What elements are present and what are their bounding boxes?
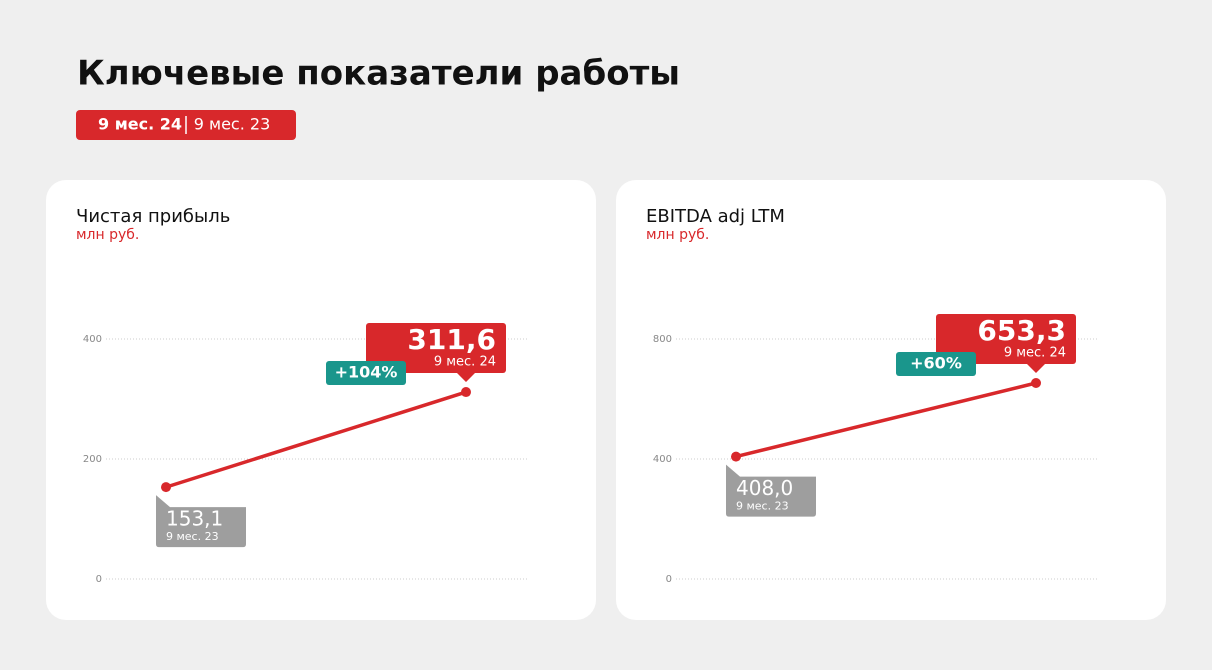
- data-point: [461, 387, 471, 398]
- value-label: 653,3: [977, 314, 1066, 347]
- card: [46, 180, 596, 620]
- chart-title: EBITDA adj LTM: [646, 206, 785, 227]
- change-label: +104%: [335, 363, 398, 382]
- category-label: 9 мес. 23: [736, 500, 789, 513]
- change-label: +60%: [910, 354, 962, 373]
- label-box: [156, 495, 246, 548]
- y-tick-label: 800: [653, 334, 672, 345]
- change-badge: [896, 352, 976, 377]
- value-label: 153,1: [166, 507, 223, 531]
- page-title: Ключевые показатели работы: [77, 54, 680, 94]
- category-label: 9 мес. 24: [1004, 346, 1066, 361]
- data-line: [165, 390, 467, 489]
- data-point: [731, 451, 741, 462]
- y-tick-label: 0: [666, 574, 672, 585]
- card: [616, 180, 1166, 620]
- chart-subtitle: млн руб.: [646, 227, 709, 243]
- y-tick-label: 200: [83, 454, 102, 465]
- label-pointer: [1026, 363, 1046, 374]
- toggle-option[interactable]: 9 мес. 23: [194, 115, 271, 134]
- data-line: [735, 381, 1037, 459]
- category-label: 9 мес. 23: [166, 530, 219, 543]
- toggle-option[interactable]: 9 мес. 24: [98, 115, 182, 134]
- label-box: [726, 464, 816, 517]
- chart-title: Чистая прибыль: [76, 206, 230, 227]
- label-box: [936, 314, 1076, 365]
- data-point: [1031, 378, 1041, 389]
- y-tick-label: 0: [96, 574, 102, 585]
- change-badge: [326, 361, 406, 386]
- value-label: 311,6: [407, 323, 496, 356]
- label-box: [366, 323, 506, 374]
- data-point: [161, 482, 171, 493]
- chart-subtitle: млн руб.: [76, 227, 139, 243]
- label-pointer: [456, 372, 476, 383]
- y-tick-label: 400: [83, 334, 102, 345]
- y-tick-label: 400: [653, 454, 672, 465]
- value-label: 408,0: [736, 476, 793, 500]
- category-label: 9 мес. 24: [434, 355, 496, 370]
